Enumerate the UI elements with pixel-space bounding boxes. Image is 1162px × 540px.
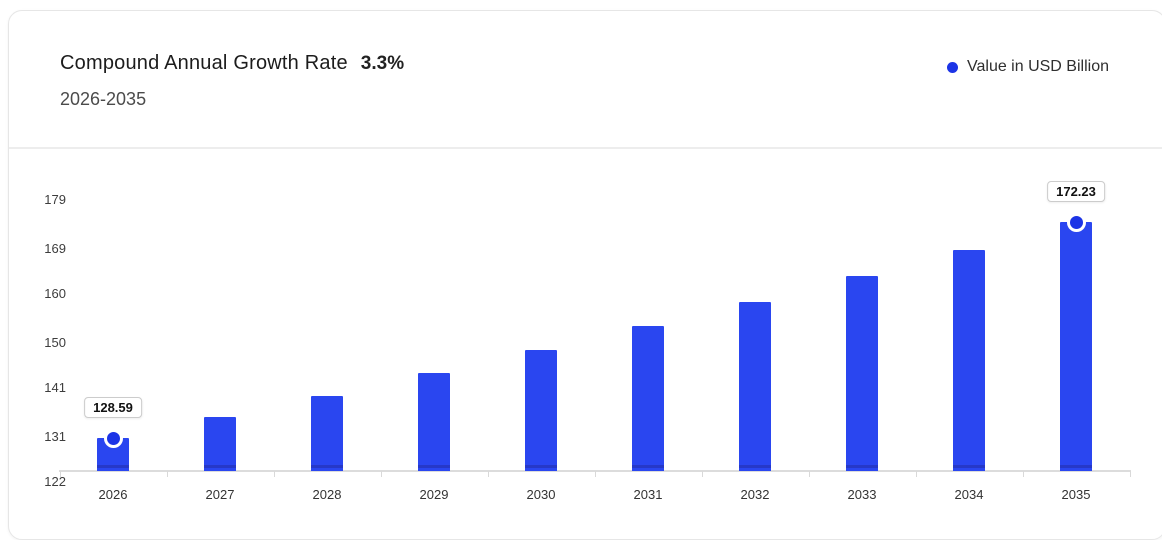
bar-2033[interactable] [846, 276, 878, 471]
bar-bottom-stripe [846, 464, 878, 468]
bar-2031[interactable] [632, 326, 664, 471]
x-axis-label-2028: 2028 [312, 487, 342, 502]
x-axis-label-2027: 2027 [205, 487, 235, 502]
y-axis-label: 131 [44, 429, 66, 445]
x-axis-tick [166, 471, 168, 477]
x-axis-label-2034: 2034 [954, 487, 984, 502]
x-axis-label-2035: 2035 [1061, 487, 1091, 502]
point-marker-icon-2026 [103, 428, 123, 448]
value-label-2035: 172.23 [1047, 181, 1105, 203]
chart-card: Compound Annual Growth Rate 3.3% 2026-20… [8, 10, 1162, 540]
y-axis-label: 150 [44, 335, 66, 351]
y-axis-label: 141 [44, 380, 66, 395]
y-axis-label: 179 [44, 192, 66, 207]
bar-bottom-stripe [632, 464, 664, 468]
x-axis-label-2026: 2026 [98, 487, 128, 502]
x-axis-tick [915, 471, 917, 477]
bar-bottom-stripe [525, 464, 557, 468]
point-marker-icon-2035 [1066, 212, 1086, 232]
chart-header: Compound Annual Growth Rate 3.3% 2026-20… [9, 11, 1162, 149]
x-axis-tick [808, 471, 810, 477]
bar-bottom-stripe [953, 464, 985, 468]
x-axis-tick [1022, 471, 1024, 477]
page-title: Compound Annual Growth Rate [60, 52, 348, 74]
x-axis-label-2030: 2030 [526, 487, 556, 502]
bar-2028[interactable] [311, 395, 343, 471]
cagr-value: 3.3% [360, 53, 405, 74]
bar-2034[interactable] [953, 249, 985, 471]
title-row: Compound Annual Growth Rate 3.3% [60, 52, 404, 75]
bar-bottom-stripe [204, 464, 236, 468]
bar-bottom-stripe [311, 464, 343, 468]
x-axis-label-2033: 2033 [847, 487, 877, 502]
x-axis-label-2031: 2031 [633, 487, 663, 502]
y-axis-label: 169 [44, 241, 66, 257]
x-axis-tick [1129, 471, 1131, 477]
bar-2027[interactable] [204, 417, 236, 471]
bar-bottom-stripe [739, 464, 771, 468]
value-label-2026: 128.59 [84, 397, 142, 419]
x-axis-tick [594, 471, 596, 477]
x-axis-tick [380, 471, 382, 477]
bar-2030[interactable] [525, 350, 557, 471]
period-subtitle: 2026-2035 [60, 89, 147, 109]
bar-bottom-stripe [418, 464, 450, 468]
x-axis-tick [273, 471, 275, 477]
legend-dot-icon [947, 61, 958, 73]
x-axis-tick [487, 471, 489, 477]
bar-bottom-stripe [1060, 464, 1092, 468]
x-axis-tick [701, 471, 703, 477]
bar-2035[interactable] [1060, 222, 1092, 471]
legend-label: Value in USD Billion [967, 58, 1109, 75]
bar-2029[interactable] [418, 373, 450, 471]
y-axis-label: 160 [44, 286, 66, 301]
x-axis-tick [59, 471, 61, 477]
x-axis-label-2029: 2029 [419, 487, 449, 502]
x-axis-label-2032: 2032 [740, 487, 770, 502]
bar-chart-plot-area: 122 131 141 150 160 169 179 2026 2027 2028 2029 203… [9, 149, 1162, 534]
bar-2032[interactable] [739, 301, 771, 471]
bar-bottom-stripe [97, 464, 129, 468]
y-axis-label: 122 [44, 474, 66, 489]
legend-item[interactable]: Value in USD Billion [947, 58, 1109, 76]
